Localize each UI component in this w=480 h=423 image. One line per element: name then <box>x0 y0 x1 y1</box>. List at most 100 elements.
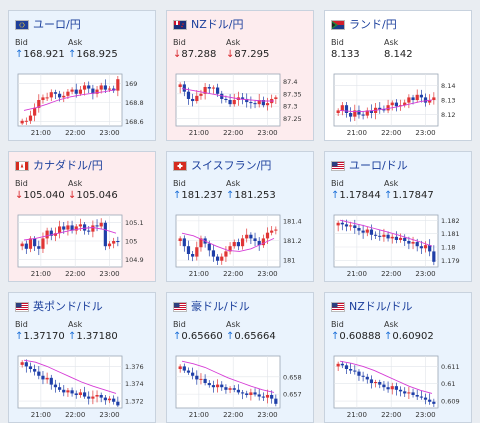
candle <box>91 225 95 232</box>
candle <box>365 376 369 380</box>
y-tick-label: 87.4 <box>283 78 297 86</box>
candle <box>261 396 265 398</box>
flag-icon <box>331 20 345 30</box>
candle <box>49 230 53 236</box>
rate-card[interactable]: 英ポンド/ドル Bid Ask ↑1.37170 ↑1.37180 1.376 1… <box>8 292 156 423</box>
candle <box>45 230 49 239</box>
bid-arrow-icon: ↑ <box>15 49 24 60</box>
candle <box>249 392 253 395</box>
candle <box>240 238 245 247</box>
candle <box>274 398 278 404</box>
flag-icon <box>15 161 29 171</box>
bid-label: Bid <box>15 320 28 329</box>
pair-title[interactable]: 英ポンド/ドル <box>33 300 103 313</box>
candle <box>207 383 211 386</box>
ask-label: Ask <box>384 179 399 188</box>
candle <box>369 110 374 113</box>
candlestick-chart: 0.658 0.657 21:00 22:00 23:00 <box>175 355 302 419</box>
rate-card[interactable]: ユーロ/ドル Bid Ask ↑1.17844 ↑1.17847 1.182 1.… <box>324 151 472 282</box>
card-header: 豪ドル/ドル <box>173 300 250 314</box>
candle <box>182 366 186 371</box>
pair-title[interactable]: ユーロ/円 <box>33 18 81 31</box>
candle <box>53 384 58 388</box>
y-tick-label: 87.3 <box>283 103 297 111</box>
pair-title[interactable]: カナダドル/円 <box>33 159 103 172</box>
ask-arrow-icon: ↑ <box>384 190 393 201</box>
candle <box>70 89 74 92</box>
candle <box>415 242 419 247</box>
y-tick-label: 168.6 <box>125 118 144 126</box>
bid-label: Bid <box>173 179 186 188</box>
candle <box>394 386 398 390</box>
pair-title[interactable]: スイスフラン/円 <box>191 159 272 172</box>
candle <box>195 375 199 380</box>
candle <box>369 379 374 384</box>
card-header: ランド/円 <box>331 18 397 32</box>
bid-price: ↓105.040 <box>15 190 65 201</box>
y-tick-label: 104.9 <box>125 256 144 264</box>
candle <box>349 225 353 227</box>
bid-price: ↓87.288 <box>173 49 217 60</box>
candle <box>207 243 211 251</box>
candle <box>33 369 37 372</box>
flag-icon <box>15 302 29 312</box>
candle <box>270 230 274 233</box>
x-tick-label: 21:00 <box>189 129 209 137</box>
y-tick-label: 1.179 <box>441 257 460 265</box>
pair-title[interactable]: ランド/円 <box>349 18 397 31</box>
rate-card[interactable]: ユーロ/円 Bid Ask ↑168.921 ↑168.925 169 168.8… <box>8 10 156 141</box>
candle <box>232 388 236 390</box>
candle <box>186 246 191 254</box>
candle <box>191 98 195 102</box>
y-tick-label: 1.182 <box>441 217 460 225</box>
candle <box>340 222 344 225</box>
candle <box>24 362 28 367</box>
ask-price: ↑0.65664 <box>226 331 276 342</box>
rate-card[interactable]: カナダドル/円 Bid Ask ↓105.040 ↓105.046 105.1 1… <box>8 151 156 282</box>
candle <box>249 102 253 104</box>
pair-title[interactable]: 豪ドル/ドル <box>191 300 250 313</box>
candle <box>95 395 99 397</box>
candle <box>199 378 203 380</box>
pair-title[interactable]: NZドル/ドル <box>349 300 413 313</box>
candle <box>41 97 45 100</box>
pair-title[interactable]: NZドル/円 <box>191 18 244 31</box>
candle <box>70 390 74 394</box>
candle <box>62 95 66 98</box>
ask-arrow-icon: ↑ <box>68 331 77 342</box>
pair-title[interactable]: ユーロ/ドル <box>349 159 408 172</box>
bid-arrow-icon: ↓ <box>15 190 24 201</box>
candlestick-chart: 169 168.8 168.6 21:00 22:00 23:00 <box>17 73 144 137</box>
candle <box>107 88 112 90</box>
candle <box>398 389 403 392</box>
ask-label: Ask <box>68 320 83 329</box>
card-header: NZドル/円 <box>173 18 243 32</box>
candle <box>58 387 62 390</box>
candle <box>357 371 361 376</box>
candle <box>353 110 357 117</box>
candle <box>340 105 344 111</box>
rate-card[interactable]: スイスフラン/円 Bid Ask ↑181.237 ↑181.253 181.4… <box>166 151 314 282</box>
x-tick-label: 23:00 <box>257 129 277 137</box>
rate-card[interactable]: NZドル/ドル Bid Ask ↑0.60888 ↑0.60902 0.611 0… <box>324 292 472 423</box>
bid-label: Bid <box>331 320 344 329</box>
rate-card[interactable]: ランド/円 Bid Ask 8.133 8.142 8.14 8.13 8.12 21… <box>324 10 472 141</box>
candle <box>178 238 182 241</box>
candle <box>191 254 195 257</box>
y-tick-label: 87.35 <box>283 90 302 98</box>
candle <box>407 97 411 103</box>
x-tick-label: 23:00 <box>415 411 435 419</box>
x-tick-label: 21:00 <box>31 270 51 278</box>
candle <box>33 238 37 247</box>
candle <box>432 97 436 100</box>
rate-card[interactable]: NZドル/円 Bid Ask ↓87.288 ↓87.295 87.4 87.35… <box>166 10 314 141</box>
candle <box>365 229 369 233</box>
x-tick-label: 22:00 <box>381 270 401 278</box>
candle <box>340 363 344 366</box>
moving-average-line <box>181 88 274 102</box>
candle <box>236 242 240 247</box>
y-tick-label: 1.372 <box>125 398 144 406</box>
rate-card[interactable]: 豪ドル/ドル Bid Ask ↑0.65660 ↑0.65664 0.658 0.… <box>166 292 314 423</box>
bid-price: ↑0.60888 <box>331 331 381 342</box>
candle <box>224 251 228 257</box>
